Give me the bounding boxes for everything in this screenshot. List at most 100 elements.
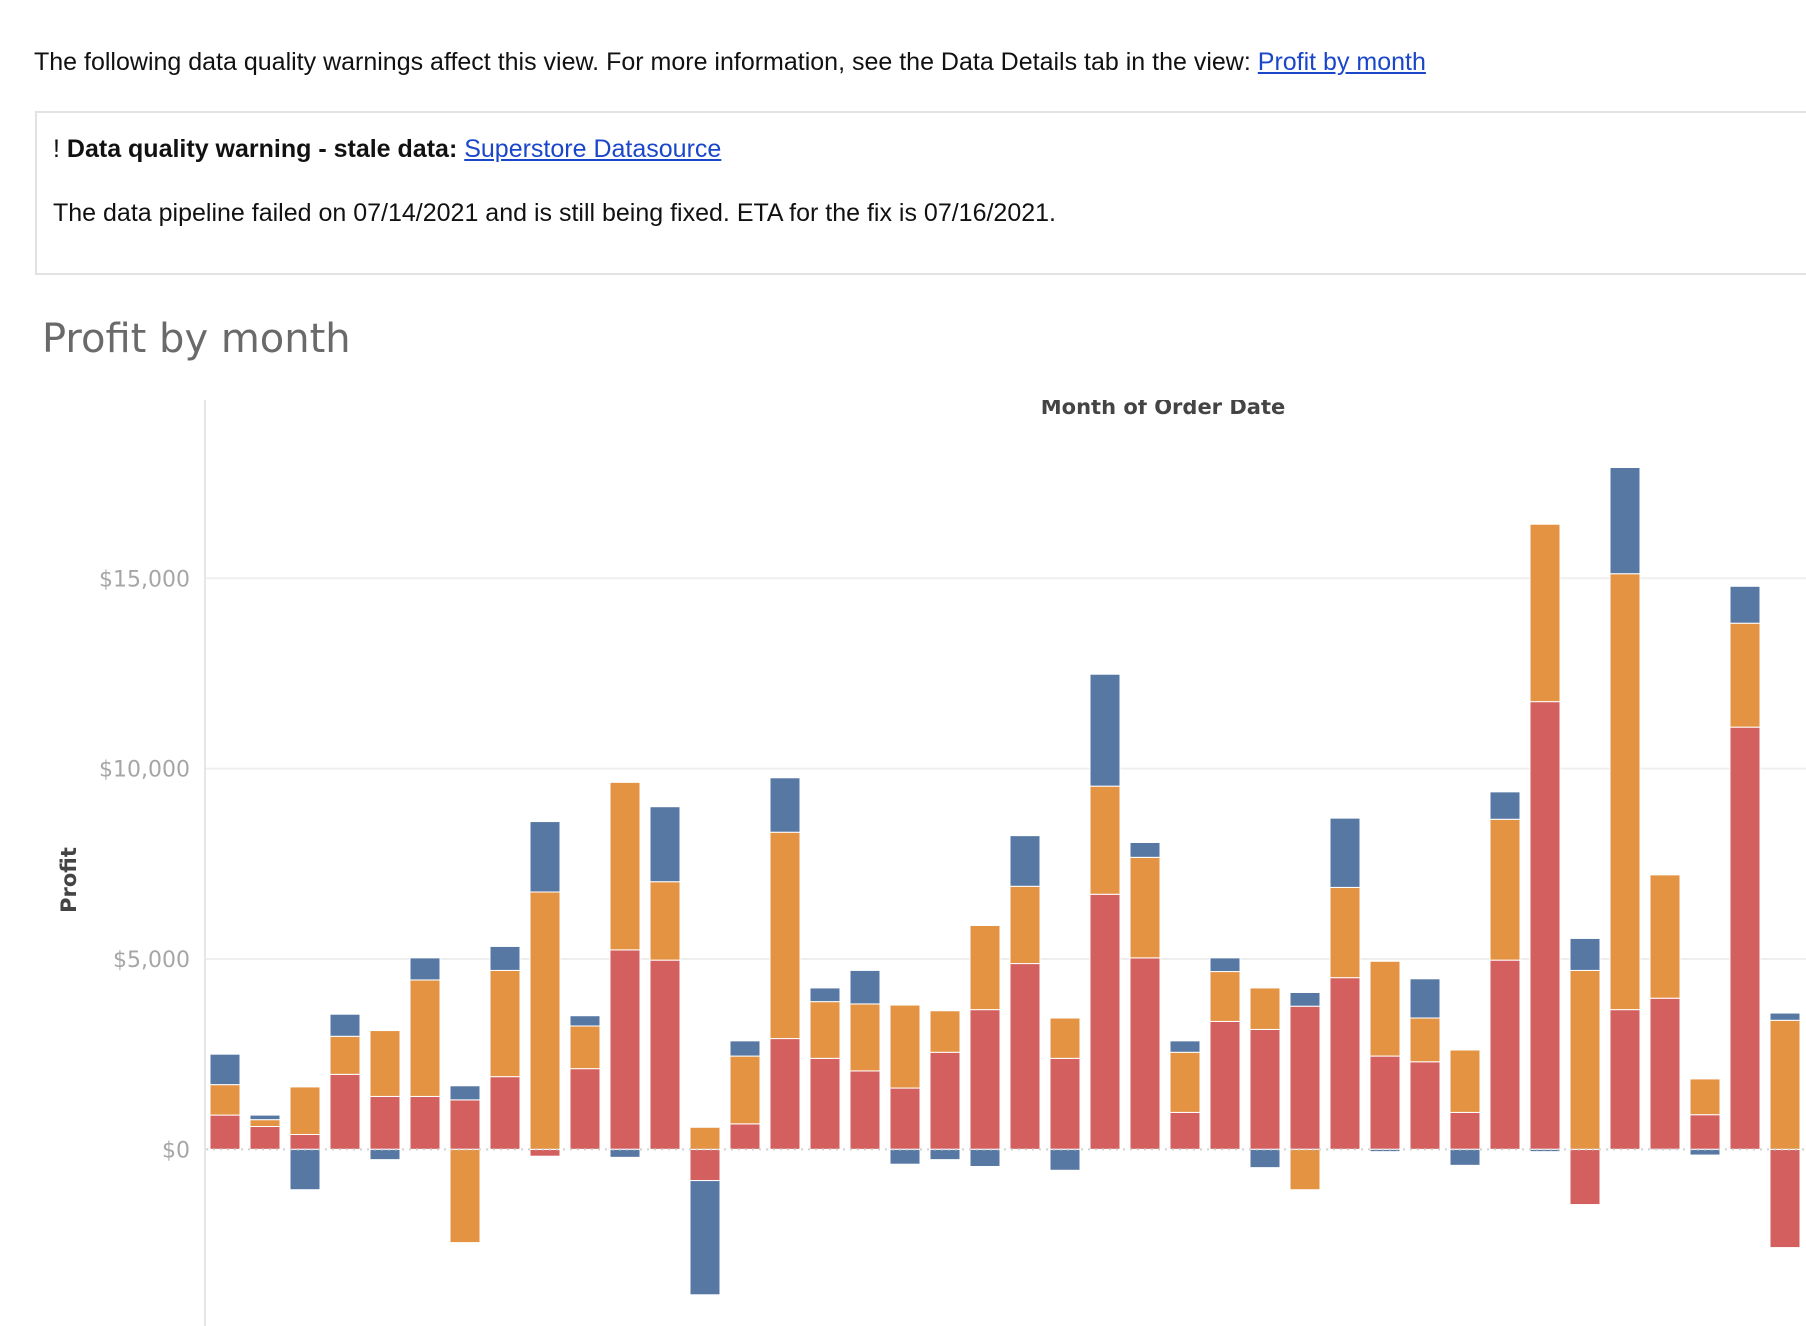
bar-segment-red[interactable] (1449, 1111, 1481, 1150)
bar-segment-red[interactable] (1769, 1148, 1801, 1249)
bar-segment-red[interactable] (1649, 997, 1681, 1150)
bar-segment-red[interactable] (569, 1068, 601, 1150)
bar-segment-red[interactable] (889, 1087, 921, 1150)
bar-segment-blue[interactable] (1209, 957, 1241, 973)
bar-segment-red[interactable] (489, 1076, 521, 1150)
bar-segment-blue[interactable] (409, 957, 441, 981)
bar-segment-orange[interactable] (569, 1025, 601, 1070)
bar-segment-blue[interactable] (1409, 978, 1441, 1019)
bar-segment-orange[interactable] (369, 1030, 401, 1097)
bar-segment-blue[interactable] (209, 1053, 241, 1086)
bar-segment-red[interactable] (1129, 957, 1161, 1150)
bar-segment-orange[interactable] (329, 1035, 361, 1075)
bar-segment-orange[interactable] (609, 781, 641, 951)
bar-segment-blue[interactable] (889, 1148, 921, 1165)
bar-segment-blue[interactable] (1729, 585, 1761, 624)
bar-segment-blue[interactable] (689, 1180, 721, 1296)
bar-segment-blue[interactable] (809, 987, 841, 1003)
bar-segment-orange[interactable] (1609, 573, 1641, 1011)
bar-segment-blue[interactable] (329, 1013, 361, 1037)
bar-segment-red[interactable] (209, 1114, 241, 1150)
bar-segment-orange[interactable] (769, 831, 801, 1040)
bar-segment-blue[interactable] (849, 969, 881, 1005)
bar-segment-orange[interactable] (409, 979, 441, 1097)
bar-segment-red[interactable] (689, 1148, 721, 1182)
superstore-datasource-link[interactable]: Superstore Datasource (464, 135, 722, 163)
bar-segment-red[interactable] (969, 1009, 1001, 1150)
bar-segment-orange[interactable] (1369, 960, 1401, 1057)
bar-segment-orange[interactable] (1169, 1051, 1201, 1113)
bar-segment-red[interactable] (1049, 1057, 1081, 1150)
bar-segment-red[interactable] (369, 1095, 401, 1150)
bar-segment-red[interactable] (1729, 726, 1761, 1150)
bar-segment-blue[interactable] (1169, 1040, 1201, 1053)
bar-segment-blue[interactable] (1289, 991, 1321, 1007)
bar-segment-orange[interactable] (209, 1084, 241, 1116)
bar-segment-red[interactable] (249, 1126, 281, 1150)
bar-segment-orange[interactable] (1529, 523, 1561, 703)
bar-segment-red[interactable] (929, 1051, 961, 1150)
bar-segment-red[interactable] (1369, 1055, 1401, 1150)
bar-segment-orange[interactable] (729, 1055, 761, 1125)
bar-segment-red[interactable] (1569, 1148, 1601, 1206)
bar-segment-blue[interactable] (969, 1148, 1001, 1167)
bar-segment-red[interactable] (1089, 893, 1121, 1150)
bar-segment-orange[interactable] (249, 1119, 281, 1128)
bar-segment-blue[interactable] (449, 1085, 481, 1101)
bar-segment-blue[interactable] (249, 1114, 281, 1121)
bar-segment-blue[interactable] (929, 1148, 961, 1161)
bar-segment-blue[interactable] (649, 806, 681, 883)
bar-segment-orange[interactable] (1289, 1148, 1321, 1191)
bar-segment-red[interactable] (849, 1070, 881, 1150)
bar-segment-red[interactable] (1209, 1020, 1241, 1150)
bar-segment-blue[interactable] (529, 821, 561, 893)
bar-segment-orange[interactable] (1409, 1017, 1441, 1063)
bar-segment-red[interactable] (1329, 977, 1361, 1150)
bar-segment-blue[interactable] (1129, 841, 1161, 858)
bar-segment-blue[interactable] (1609, 466, 1641, 575)
bar-segment-red[interactable] (809, 1057, 841, 1150)
bar-segment-orange[interactable] (809, 1001, 841, 1059)
bar-segment-orange[interactable] (289, 1086, 321, 1136)
bar-segment-orange[interactable] (1729, 622, 1761, 728)
bar-segment-orange[interactable] (1129, 856, 1161, 959)
bar-segment-red[interactable] (449, 1099, 481, 1150)
bar-segment-blue[interactable] (1009, 835, 1041, 887)
bar-segment-red[interactable] (329, 1073, 361, 1150)
bar-segment-blue[interactable] (729, 1040, 761, 1057)
bar-segment-red[interactable] (1489, 959, 1521, 1150)
bar-segment-red[interactable] (1169, 1111, 1201, 1150)
bar-segment-orange[interactable] (1089, 785, 1121, 895)
bar-segment-orange[interactable] (449, 1148, 481, 1244)
bar-segment-orange[interactable] (689, 1126, 721, 1150)
bar-segment-red[interactable] (609, 949, 641, 1150)
bar-segment-orange[interactable] (969, 924, 1001, 1011)
bar-segment-orange[interactable] (889, 1004, 921, 1089)
bar-segment-orange[interactable] (1449, 1049, 1481, 1113)
bar-segment-orange[interactable] (1329, 886, 1361, 979)
bar-segment-blue[interactable] (1049, 1148, 1081, 1171)
bar-segment-red[interactable] (649, 959, 681, 1150)
bar-segment-orange[interactable] (1209, 971, 1241, 1022)
bar-segment-orange[interactable] (1049, 1017, 1081, 1059)
bar-segment-orange[interactable] (849, 1003, 881, 1072)
bar-segment-blue[interactable] (1769, 1012, 1801, 1021)
bar-segment-blue[interactable] (489, 945, 521, 971)
profit-by-month-link[interactable]: Profit by month (1257, 48, 1426, 76)
bar-segment-red[interactable] (1409, 1061, 1441, 1150)
bar-segment-orange[interactable] (1649, 874, 1681, 999)
bar-segment-blue[interactable] (1089, 673, 1121, 787)
bar-segment-blue[interactable] (289, 1148, 321, 1191)
bar-segment-red[interactable] (769, 1038, 801, 1150)
bar-segment-blue[interactable] (1449, 1148, 1481, 1166)
bar-segment-red[interactable] (729, 1123, 761, 1150)
bar-segment-red[interactable] (1009, 963, 1041, 1150)
bar-segment-red[interactable] (1609, 1009, 1641, 1150)
bar-segment-blue[interactable] (1489, 791, 1521, 820)
bar-segment-orange[interactable] (489, 969, 521, 1078)
bar-segment-blue[interactable] (1249, 1148, 1281, 1169)
bar-segment-blue[interactable] (609, 1148, 641, 1158)
bar-segment-orange[interactable] (1009, 885, 1041, 965)
bar-segment-blue[interactable] (1329, 817, 1361, 888)
bar-segment-blue[interactable] (1649, 1148, 1681, 1151)
